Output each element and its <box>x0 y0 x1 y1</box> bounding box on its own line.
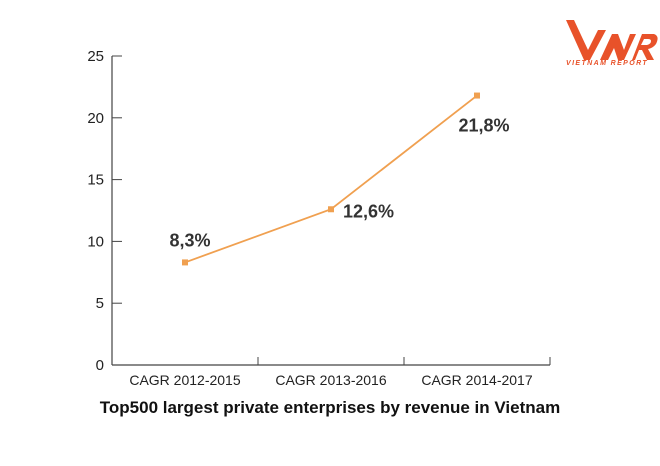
y-tick-label: 25 <box>87 48 104 65</box>
chart-title: Top500 largest private enterprises by re… <box>99 398 561 417</box>
x-tick-label: CAGR 2012-2015 <box>129 372 241 388</box>
line-chart: 0 5 10 15 20 25 CAGR 2012-2015 CAGR 2013-2016 CA… <box>87 48 551 388</box>
data-label: 21,8% <box>458 116 509 136</box>
data-point <box>182 259 188 266</box>
x-tick-label: CAGR 2014-2017 <box>421 372 533 388</box>
data-label: 8,3% <box>169 230 210 250</box>
data-point <box>474 92 480 99</box>
series-line <box>184 94 478 264</box>
data-point <box>328 206 334 213</box>
y-tick-label: 10 <box>87 233 104 250</box>
logo-subtitle: VIETNAM REPORT <box>566 60 649 67</box>
data-label: 12,6% <box>343 201 394 221</box>
y-tick-label: 15 <box>87 172 104 189</box>
y-tick-label: 20 <box>87 110 104 127</box>
y-tick-label: 0 <box>96 357 104 374</box>
x-tick-label: CAGR 2013-2016 <box>275 372 387 388</box>
y-tick-label: 5 <box>96 295 104 312</box>
vnr-logo <box>566 20 658 60</box>
